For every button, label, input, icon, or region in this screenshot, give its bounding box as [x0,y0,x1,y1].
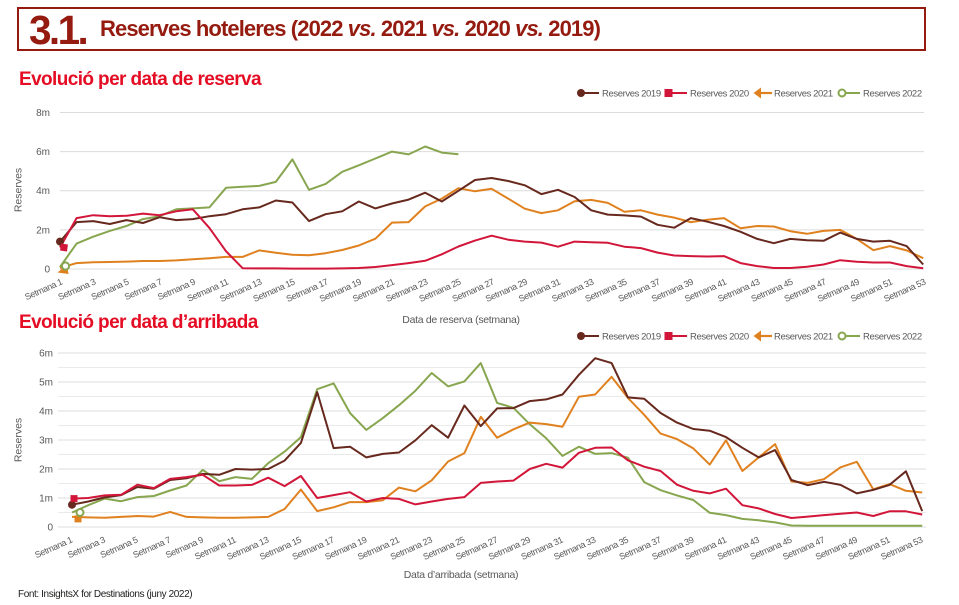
svg-text:Data d’arribada (setmana): Data d’arribada (setmana) [404,569,518,581]
svg-text:Reserves 2019: Reserves 2019 [602,332,661,343]
svg-text:6m: 6m [36,147,50,158]
svg-text:Reserves 2019: Reserves 2019 [602,89,661,100]
svg-text:Reserves 2021: Reserves 2021 [774,332,833,343]
svg-text:Reserves: Reserves [13,418,25,462]
svg-text:6m: 6m [39,349,53,360]
svg-text:8m: 8m [36,108,50,119]
svg-text:Reserves 2022: Reserves 2022 [863,332,922,343]
svg-text:Reserves 2020: Reserves 2020 [690,89,749,100]
svg-text:1m: 1m [39,494,53,505]
svg-text:2m: 2m [39,465,53,476]
svg-text:2m: 2m [36,225,50,236]
svg-text:0: 0 [44,265,50,276]
svg-text:Reserves: Reserves [13,168,25,212]
svg-text:Reserves 2021: Reserves 2021 [774,89,833,100]
svg-text:0: 0 [47,523,53,534]
svg-text:5m: 5m [39,378,53,389]
svg-text:3m: 3m [39,436,53,447]
svg-text:Data de reserva (setmana): Data de reserva (setmana) [402,314,519,326]
svg-text:Reserves 2020: Reserves 2020 [690,332,749,343]
svg-text:Reserves 2022: Reserves 2022 [863,89,922,100]
svg-text:4m: 4m [39,407,53,418]
svg-text:4m: 4m [36,186,50,197]
